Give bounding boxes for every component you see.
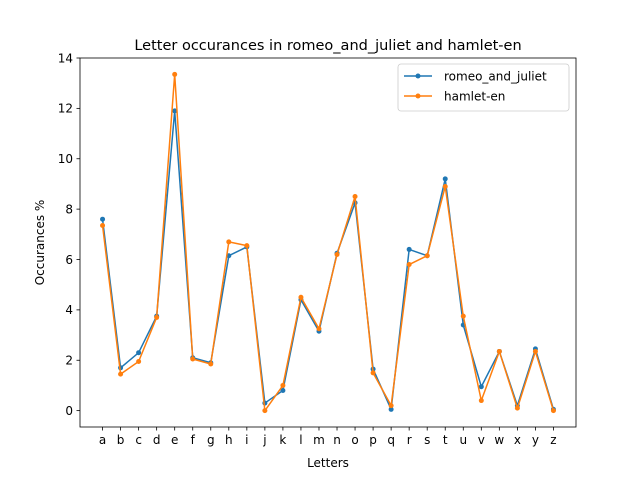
data-point-hamlet-en-r	[406, 262, 412, 268]
x-tick-label: g	[207, 433, 215, 447]
data-point-hamlet-en-q	[388, 403, 394, 409]
x-tick-label: x	[514, 433, 521, 447]
x-tick-label: z	[550, 433, 556, 447]
legend-marker-hamlet-en	[415, 93, 421, 99]
data-point-hamlet-en-s	[424, 253, 430, 259]
data-point-romeo-and-juliet-c	[136, 350, 142, 356]
x-tick-label: q	[387, 433, 395, 447]
data-point-romeo-and-juliet-v	[478, 384, 484, 390]
x-tick-label: w	[494, 433, 504, 447]
data-point-hamlet-en-f	[190, 356, 196, 362]
data-point-hamlet-en-g	[208, 361, 214, 367]
data-point-hamlet-en-k	[280, 382, 286, 388]
y-tick-label: 12	[58, 102, 73, 116]
data-point-romeo-and-juliet-e	[172, 108, 178, 114]
x-tick-label: h	[225, 433, 233, 447]
data-point-hamlet-en-w	[496, 348, 502, 354]
axes-frame	[79, 57, 577, 428]
x-tick-label: l	[299, 433, 302, 447]
x-tick-label: m	[313, 433, 325, 447]
y-axis: 0 2 4 6 8 10 12 14	[58, 51, 80, 418]
data-point-hamlet-en-o	[352, 194, 358, 200]
x-tick-label: u	[459, 433, 467, 447]
data-point-romeo-and-juliet-t	[442, 176, 448, 182]
x-tick-label: j	[262, 433, 266, 447]
data-point-hamlet-en-y	[532, 348, 538, 354]
data-point-hamlet-en-t	[442, 183, 448, 189]
x-tick-label: b	[117, 433, 125, 447]
x-tick-label: e	[171, 433, 178, 447]
x-tick-label: a	[99, 433, 106, 447]
x-tick-label: o	[351, 433, 358, 447]
x-tick-label: d	[153, 433, 161, 447]
x-tick-label: v	[478, 433, 485, 447]
data-point-hamlet-en-x	[514, 405, 520, 411]
data-point-hamlet-en-j	[262, 408, 268, 414]
x-tick-label: i	[245, 433, 248, 447]
legend-label-romeo-and-juliet: romeo_and_juliet	[444, 69, 547, 83]
y-tick-label: 14	[58, 51, 73, 65]
data-point-hamlet-en-i	[244, 243, 250, 249]
y-tick-label: 8	[65, 202, 73, 216]
data-point-hamlet-en-d	[154, 314, 160, 320]
y-axis-label: Occurances %	[33, 200, 47, 286]
data-point-hamlet-en-u	[460, 313, 466, 319]
data-point-hamlet-en-l	[298, 294, 304, 300]
x-axis-label: Letters	[307, 456, 349, 470]
x-tick-label: s	[424, 433, 430, 447]
data-point-hamlet-en-c	[136, 359, 142, 365]
chart-title: Letter occurances in romeo_and_juliet an…	[134, 38, 521, 54]
data-point-romeo-and-juliet-k	[280, 387, 286, 393]
data-point-romeo-and-juliet-r	[406, 246, 412, 252]
x-tick-label: y	[532, 433, 539, 447]
series-line-hamlet-en	[101, 73, 555, 412]
y-tick-label: 4	[65, 303, 73, 317]
data-point-romeo-and-juliet-q	[388, 406, 394, 412]
data-point-hamlet-en-a	[100, 223, 106, 228]
data-point-hamlet-en-z	[550, 408, 556, 414]
y-tick-label: 6	[65, 253, 73, 267]
x-tick-label: k	[279, 433, 286, 447]
legend: romeo_and_juliet hamlet-en	[397, 63, 570, 112]
x-tick-label: r	[407, 433, 412, 447]
x-tick-label: f	[191, 433, 196, 447]
legend-marker-romeo-and-juliet	[415, 73, 421, 79]
data-point-hamlet-en-m	[316, 326, 322, 332]
y-tick-label: 0	[65, 404, 73, 418]
data-point-hamlet-en-v	[478, 398, 484, 404]
x-tick-label: p	[369, 433, 377, 447]
data-point-hamlet-en-b	[118, 371, 124, 377]
data-point-hamlet-en-h	[226, 239, 232, 245]
x-tick-label: n	[333, 433, 341, 447]
x-tick-label: c	[135, 433, 142, 447]
data-point-romeo-and-juliet-a	[100, 216, 106, 222]
legend-box	[397, 63, 570, 112]
data-point-hamlet-en-n	[334, 251, 340, 257]
y-tick-label: 10	[58, 152, 73, 166]
data-point-hamlet-en-p	[370, 370, 376, 376]
plot-area	[100, 71, 556, 414]
x-tick-label: t	[443, 433, 448, 447]
y-tick-label: 2	[65, 354, 73, 368]
data-point-hamlet-en-e	[172, 71, 178, 77]
legend-label-hamlet-en: hamlet-en	[444, 89, 505, 103]
